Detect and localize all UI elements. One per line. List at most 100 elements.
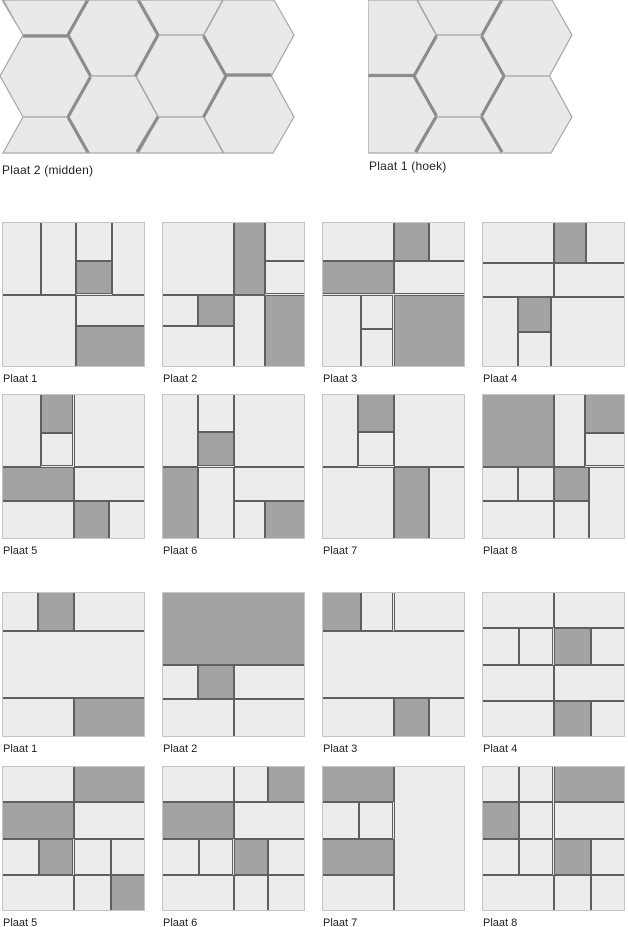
tile-cell-light (199, 838, 234, 875)
tile-cell-dark (393, 294, 465, 367)
tile-cell-light (109, 501, 145, 539)
tile-cell-light (590, 874, 625, 911)
tile-cell-light (482, 222, 554, 263)
plate-label: Plaat 6 (163, 917, 198, 927)
plate-panel-plaat-6 (162, 766, 305, 911)
tile-cell-light (2, 394, 41, 467)
plate-item: Plaat 4 (482, 222, 625, 385)
plate-label: Plaat 6 (163, 545, 198, 557)
sheet-seam-line (66, 0, 92, 36)
tile-cell-light (393, 394, 465, 467)
tile-cell-light (233, 466, 305, 502)
tile-cell-light (482, 838, 520, 875)
tile-cell-light (519, 802, 554, 839)
tile-cell-dark (393, 222, 430, 262)
tile-cell-dark (197, 431, 234, 467)
tile-cell-dark (482, 802, 520, 839)
tile-cell-light (590, 838, 625, 875)
plate-item: Plaat 7 (322, 766, 465, 927)
tile-cell-light (162, 838, 200, 875)
tile-cell-light (553, 592, 625, 629)
tile-cell-light (482, 262, 554, 298)
tile-cell-light (482, 592, 554, 629)
plate-label: Plaat 4 (483, 373, 518, 385)
plate-panel-plaat-8 (482, 394, 625, 539)
tile-cell-light (322, 631, 465, 698)
tile-cell-light (233, 394, 305, 467)
plate-label: Plaat 1 (3, 373, 38, 385)
tile-cell-dark (584, 394, 625, 434)
tile-cell-light (197, 394, 234, 432)
tile-cell-light (162, 766, 234, 803)
tile-cell-light (482, 700, 554, 737)
tile-cell-dark (233, 838, 268, 875)
tile-cell-dark (553, 838, 591, 875)
tile-cell-light (519, 766, 554, 803)
tile-cell-dark (553, 222, 587, 263)
tile-cell-light (2, 222, 41, 295)
plate-item: Plaat 4 (482, 592, 625, 755)
sheet-seam-line (134, 0, 160, 36)
tile-cell-dark (322, 766, 394, 803)
plate-label: Plaat 2 (163, 743, 198, 755)
plate-row-4: Plaat 5 Plaat 6 Plaat 7 Plaat 8 (2, 766, 625, 927)
tile-cell-light (519, 628, 554, 665)
plate-panel-plaat-4 (482, 222, 625, 367)
sheet-seam-line (480, 35, 506, 77)
plate-item: Plaat 3 (322, 592, 465, 755)
sheet-seam-line (66, 116, 92, 153)
plate-item: Plaat 3 (322, 222, 465, 385)
plate-item: Plaat 2 (162, 592, 305, 755)
tile-cell-dark (76, 261, 113, 295)
tile-cell-light (2, 501, 74, 539)
tile-cell-light (2, 838, 40, 875)
plate-label: Plaat 5 (3, 917, 38, 927)
tile-cell-light (322, 466, 394, 539)
tile-cell-light (162, 326, 234, 367)
plate-panel-plaat-1 (2, 592, 145, 737)
tile-cell-light (73, 874, 111, 911)
plate-panel-plaat-1 (2, 222, 145, 367)
tile-cell-dark (76, 326, 145, 367)
tile-cell-light (393, 261, 465, 295)
sheet-seam-line (480, 116, 504, 153)
plate-row-1: Plaat 1 Plaat 2 Plaat 3 Plaat 4 (2, 222, 625, 385)
tile-cell-light (360, 592, 394, 632)
tile-cell-light (393, 592, 465, 632)
plate-item: Plaat 8 (482, 766, 625, 927)
sheet-seam-line (66, 34, 92, 77)
tile-cell-dark (37, 592, 74, 632)
plate-label: Plaat 1 (3, 743, 38, 755)
tile-cell-light (264, 261, 305, 295)
tile-cell-light (267, 874, 305, 911)
tile-cell-light (162, 294, 198, 327)
tile-cell-light (73, 802, 145, 839)
tile-cell-light (233, 802, 305, 839)
tile-cell-light (112, 222, 145, 295)
tile-cell-light (2, 592, 38, 632)
plate-label: Plaat 8 (483, 917, 518, 927)
tile-cell-light (482, 628, 520, 665)
tile-cell-light (429, 222, 465, 262)
tile-cell-dark (73, 766, 145, 803)
tile-cell-light (197, 466, 234, 539)
plate-item: Plaat 8 (482, 394, 625, 557)
tile-cell-dark (39, 838, 74, 875)
tile-cell-dark (322, 838, 394, 875)
plate-item: Plaat 6 (162, 394, 305, 557)
tile-cell-light (553, 262, 625, 298)
sheet-seam-line (66, 76, 92, 118)
tile-cell-light (553, 874, 591, 911)
tile-cell-dark (73, 501, 110, 539)
tile-cell-light (482, 466, 518, 502)
tile-cell-light (553, 802, 625, 839)
hex-sheet-corner-label: Plaat 1 (hoek) (369, 159, 447, 173)
tile-cell-light (519, 838, 554, 875)
plate-panel-plaat-5 (2, 766, 145, 911)
tile-cell-light (553, 394, 585, 467)
tile-cell-light (233, 766, 268, 803)
tile-cell-dark (393, 466, 430, 539)
tile-cell-light (267, 838, 305, 875)
plate-item: Plaat 5 (2, 394, 145, 557)
